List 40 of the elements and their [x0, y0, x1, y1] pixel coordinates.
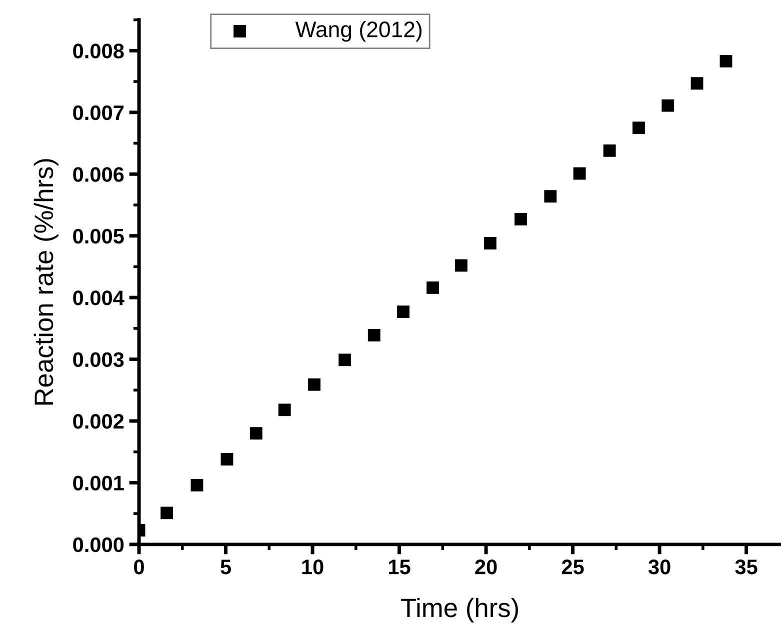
x-tick-label: 20 — [475, 560, 497, 574]
point — [160, 506, 173, 520]
point — [190, 478, 204, 492]
x-tick-label: 10 — [302, 560, 324, 574]
y-tick-label: 0.002 — [73, 414, 124, 429]
point — [662, 99, 674, 112]
x-tick-label: 0 — [134, 560, 144, 574]
y-tick-label: 0.006 — [73, 167, 124, 182]
point — [338, 354, 352, 366]
x-tick-label: 25 — [562, 560, 584, 574]
point — [250, 427, 262, 440]
point — [514, 212, 527, 226]
y-axis-title: Reaction rate (%/hrs) — [34, 159, 58, 405]
point — [278, 404, 291, 416]
point — [397, 306, 410, 318]
x-tick-label: 35 — [735, 560, 758, 574]
y-tick-label: 0.004 — [73, 290, 124, 306]
legend-label: Wang (2012) — [295, 20, 422, 42]
y-tick-label: 0.001 — [73, 476, 124, 490]
point — [455, 259, 468, 272]
point — [544, 190, 557, 203]
point — [426, 281, 439, 294]
y-tick-label: 0.008 — [73, 44, 124, 58]
x-tick-label: 30 — [648, 560, 670, 574]
point — [690, 77, 704, 90]
point — [603, 144, 616, 157]
y-tick-label: 0.003 — [73, 352, 124, 368]
y-tick-label: 0.000 — [73, 537, 124, 552]
point — [484, 237, 496, 250]
point — [632, 122, 645, 134]
y-tick-label: 0.005 — [73, 228, 124, 244]
x-tick-label: 5 — [220, 560, 231, 574]
point — [573, 167, 586, 180]
x-tick-label: 15 — [389, 560, 410, 574]
x-axis-title: Time (hrs) — [401, 598, 518, 622]
point — [368, 328, 380, 342]
point — [220, 453, 234, 466]
point — [720, 54, 732, 68]
point — [308, 378, 320, 391]
y-tick-label: 0.007 — [73, 105, 124, 120]
